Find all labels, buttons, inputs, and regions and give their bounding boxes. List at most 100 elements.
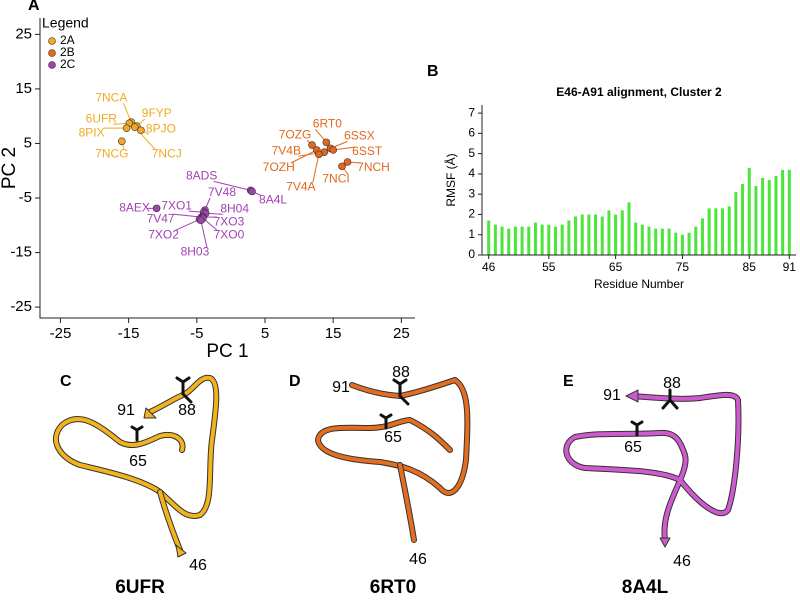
- point: [315, 150, 323, 159]
- point: [322, 138, 331, 147]
- y-tick-label: 3: [468, 186, 475, 200]
- bar: [580, 214, 584, 255]
- bar: [513, 226, 517, 255]
- structure-name: 8A4L: [622, 577, 669, 598]
- legend-label: 2C: [60, 57, 76, 71]
- bar: [700, 218, 704, 255]
- structure-name: 6RT0: [370, 577, 416, 598]
- point: [308, 141, 316, 149]
- point-label: 7XO1: [161, 198, 192, 212]
- bar: [767, 180, 771, 255]
- panel-label: D: [289, 373, 301, 390]
- bar: [787, 169, 791, 255]
- bar: [547, 224, 551, 255]
- bar: [607, 210, 611, 255]
- point: [329, 146, 337, 154]
- bar: [487, 220, 491, 255]
- residue-label: 91: [332, 379, 350, 396]
- y-tick-label: 15: [15, 80, 32, 97]
- residue-label: 88: [392, 364, 410, 381]
- residue-label: 88: [178, 402, 196, 419]
- x-tick-label: -15: [118, 325, 140, 342]
- bar: [727, 206, 731, 255]
- x-tick-label: 46: [482, 260, 496, 274]
- bar: [774, 175, 778, 255]
- panel-label: A: [28, 0, 40, 14]
- point-label: 7V4A: [286, 180, 315, 194]
- point-label: 6SST: [352, 144, 383, 158]
- bar: [721, 208, 725, 255]
- residue-label: 65: [129, 453, 147, 470]
- bar: [493, 224, 497, 255]
- bar: [587, 214, 591, 255]
- bar: [527, 226, 531, 255]
- y-tick-label: 25: [15, 25, 32, 42]
- bar: [781, 169, 785, 255]
- point-label: 7V48: [208, 185, 236, 199]
- structure-name: 6UFR: [115, 577, 165, 598]
- residue-label: 88: [663, 375, 681, 392]
- legend-swatch: [48, 61, 56, 69]
- point: [343, 158, 352, 166]
- bar: [594, 214, 598, 255]
- point-label: 7NCI: [322, 172, 349, 186]
- leader-line: [290, 149, 318, 164]
- point: [137, 126, 145, 135]
- x-axis-label: PC 1: [206, 341, 248, 362]
- bar: [600, 216, 604, 255]
- legend-label: 2B: [60, 45, 75, 59]
- point: [248, 187, 256, 196]
- bar: [640, 224, 644, 255]
- point-label: 7V4B: [272, 143, 301, 157]
- structure-e: [563, 388, 742, 548]
- bar: [761, 177, 765, 255]
- leader-line: [213, 180, 251, 191]
- bar: [520, 226, 524, 255]
- residue-label: 65: [384, 429, 402, 446]
- bar: [747, 167, 751, 255]
- point-label: 8A4L: [259, 193, 287, 207]
- y-tick-label: -5: [19, 189, 32, 206]
- bar: [647, 226, 651, 255]
- point-label: 8PIX: [79, 125, 105, 139]
- leader-line: [200, 220, 208, 248]
- point-label: 6UFR: [86, 111, 118, 125]
- x-tick-label: -5: [190, 325, 203, 342]
- bar: [560, 224, 564, 255]
- y-tick-label: 7: [468, 105, 475, 119]
- point-label: 8ADS: [186, 169, 217, 183]
- y-tick-label: 5: [24, 134, 32, 151]
- leader-line: [175, 218, 200, 231]
- point-label: 8H04: [220, 201, 249, 215]
- bar: [687, 232, 691, 255]
- y-tick-label: -15: [10, 244, 32, 261]
- y-tick-label: 6: [468, 126, 475, 140]
- point: [130, 123, 139, 131]
- point: [338, 162, 346, 171]
- bar: [674, 232, 678, 255]
- point-label: 7XO3: [214, 214, 245, 228]
- legend-title: Legend: [42, 15, 89, 31]
- bar: [741, 184, 745, 255]
- point-label: 7NCA: [95, 90, 127, 104]
- x-tick-label: 55: [542, 260, 556, 274]
- bar: [634, 222, 638, 255]
- point-label: 6RT0: [313, 117, 342, 131]
- bar: [660, 228, 664, 255]
- point: [122, 124, 131, 132]
- x-tick-label: 75: [676, 260, 690, 274]
- x-tick-label: 15: [325, 325, 342, 342]
- x-tick-label: -25: [50, 325, 72, 342]
- bar: [500, 226, 504, 255]
- structure-d: [315, 377, 471, 543]
- point-label: 7OZH: [263, 160, 295, 174]
- legend-swatch: [48, 37, 56, 45]
- point-label: 7NCG: [95, 146, 128, 160]
- x-tick-label: 91: [783, 260, 797, 274]
- point-label: 7XO2: [148, 227, 179, 241]
- y-axis-label: RMSF (Å): [443, 153, 458, 206]
- leader-line: [312, 154, 320, 183]
- point-label: 8AEX: [119, 201, 150, 215]
- panel-label: E: [563, 373, 574, 390]
